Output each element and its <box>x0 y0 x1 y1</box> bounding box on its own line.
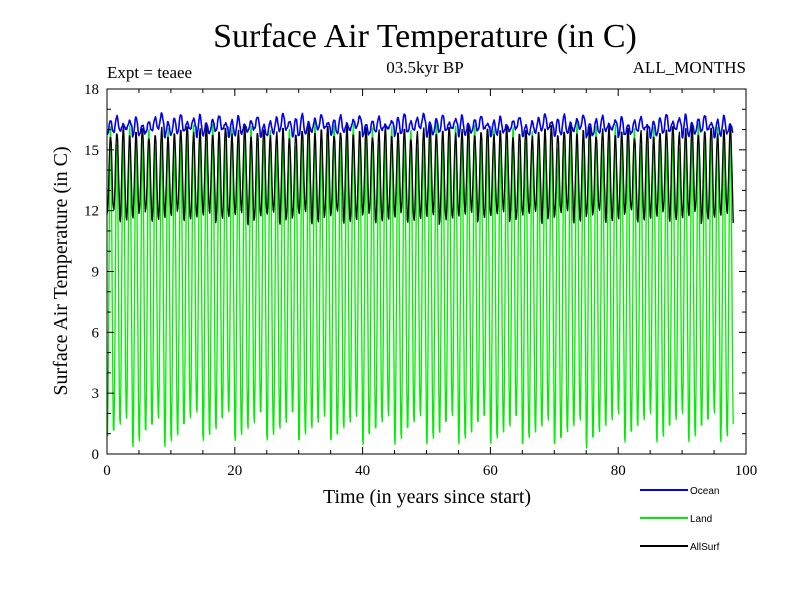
series-layer <box>106 112 734 449</box>
experiment-label: Expt = teaee <box>107 63 192 82</box>
period-label: 03.5kyr BP <box>386 58 463 77</box>
y-tick-label: 0 <box>92 447 100 463</box>
y-tick-label: 18 <box>84 82 99 98</box>
legend-label: Land <box>690 514 712 525</box>
y-tick-label: 3 <box>92 386 100 402</box>
legend-item-ocean: Ocean <box>640 486 719 497</box>
x-tick-label: 80 <box>611 463 626 479</box>
y-tick-label: 15 <box>84 143 99 159</box>
x-tick-label: 20 <box>227 463 242 479</box>
months-label: ALL_MONTHS <box>633 58 746 77</box>
chart-title: Surface Air Temperature (in C) <box>213 18 637 55</box>
x-tick-label: 60 <box>483 463 498 479</box>
plot-frame <box>106 88 747 455</box>
x-axis-label: Time (in years since start) <box>323 486 531 508</box>
y-tick-label: 9 <box>92 265 100 281</box>
legend-item-allsurf: AllSurf <box>640 542 720 553</box>
x-tick-label: 100 <box>735 463 758 479</box>
legend-label: Ocean <box>690 486 719 497</box>
legend-item-land: Land <box>640 514 712 525</box>
series-line-allsurf <box>106 122 734 226</box>
x-tick-label: 0 <box>103 463 111 479</box>
series-line-ocean <box>106 112 734 139</box>
series-line-land <box>106 120 734 449</box>
tick-labels-layer: 0 20 40 60 80 100 0 3 6 9 12 15 18 <box>84 82 757 479</box>
y-axis-label: Surface Air Temperature (in C) <box>50 146 72 395</box>
y-tick-label: 12 <box>84 204 99 220</box>
x-tick-label: 40 <box>355 463 370 479</box>
legend-label: AllSurf <box>690 542 720 553</box>
legend: Ocean Land AllSurf <box>640 486 720 553</box>
y-tick-label: 6 <box>92 325 100 341</box>
